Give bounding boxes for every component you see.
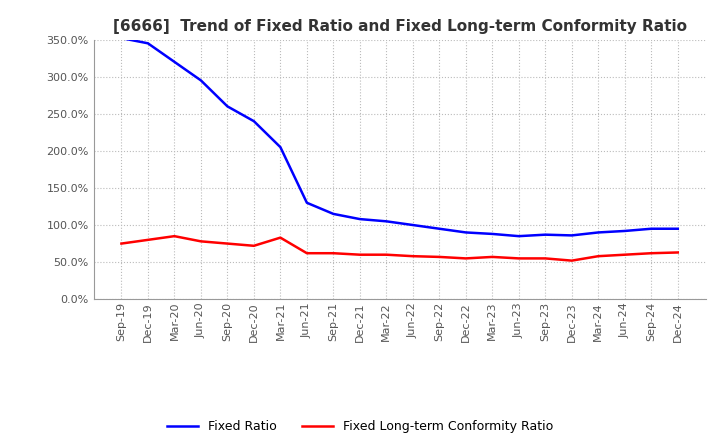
Fixed Ratio (462, 230, 470, 235)
Fixed Long-term Conformity Ratio (170, 234, 179, 239)
Fixed Ratio (117, 36, 126, 41)
Fixed Long-term Conformity Ratio (302, 250, 311, 256)
Fixed Long-term Conformity Ratio (382, 252, 391, 257)
Fixed Long-term Conformity Ratio (515, 256, 523, 261)
Fixed Long-term Conformity Ratio (276, 235, 284, 240)
Fixed Long-term Conformity Ratio (435, 254, 444, 260)
Fixed Ratio (356, 216, 364, 222)
Fixed Ratio (594, 230, 603, 235)
Fixed Ratio (541, 232, 549, 237)
Line: Fixed Long-term Conformity Ratio: Fixed Long-term Conformity Ratio (122, 236, 678, 260)
Fixed Ratio (408, 222, 417, 227)
Fixed Ratio (647, 226, 656, 231)
Fixed Long-term Conformity Ratio (621, 252, 629, 257)
Fixed Long-term Conformity Ratio (143, 237, 152, 242)
Fixed Ratio (567, 233, 576, 238)
Fixed Ratio (223, 104, 232, 109)
Fixed Ratio (435, 226, 444, 231)
Fixed Long-term Conformity Ratio (673, 250, 682, 255)
Fixed Ratio (250, 118, 258, 124)
Fixed Ratio (621, 228, 629, 234)
Fixed Ratio (329, 211, 338, 216)
Fixed Ratio (673, 226, 682, 231)
Fixed Long-term Conformity Ratio (541, 256, 549, 261)
Fixed Long-term Conformity Ratio (250, 243, 258, 249)
Fixed Ratio (488, 231, 497, 237)
Fixed Long-term Conformity Ratio (488, 254, 497, 260)
Fixed Long-term Conformity Ratio (594, 253, 603, 259)
Fixed Ratio (382, 219, 391, 224)
Fixed Ratio (276, 144, 284, 150)
Fixed Long-term Conformity Ratio (567, 258, 576, 263)
Fixed Long-term Conformity Ratio (329, 250, 338, 256)
Fixed Long-term Conformity Ratio (356, 252, 364, 257)
Fixed Ratio (515, 234, 523, 239)
Fixed Ratio (143, 40, 152, 46)
Fixed Long-term Conformity Ratio (117, 241, 126, 246)
Title: [6666]  Trend of Fixed Ratio and Fixed Long-term Conformity Ratio: [6666] Trend of Fixed Ratio and Fixed Lo… (112, 19, 687, 34)
Fixed Long-term Conformity Ratio (462, 256, 470, 261)
Fixed Long-term Conformity Ratio (197, 239, 205, 244)
Legend: Fixed Ratio, Fixed Long-term Conformity Ratio: Fixed Ratio, Fixed Long-term Conformity … (162, 415, 558, 438)
Fixed Ratio (302, 200, 311, 205)
Line: Fixed Ratio: Fixed Ratio (122, 38, 678, 236)
Fixed Long-term Conformity Ratio (408, 253, 417, 259)
Fixed Ratio (170, 59, 179, 65)
Fixed Long-term Conformity Ratio (223, 241, 232, 246)
Fixed Long-term Conformity Ratio (647, 250, 656, 256)
Fixed Ratio (197, 78, 205, 83)
